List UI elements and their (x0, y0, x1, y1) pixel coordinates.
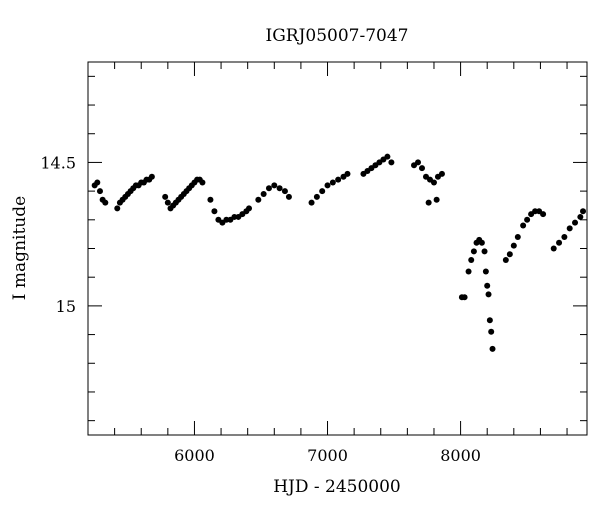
data-point (207, 196, 214, 203)
x-tick-label: 6000 (174, 446, 215, 465)
data-point (281, 188, 288, 195)
plot-frame (87, 61, 588, 436)
data-point (246, 205, 253, 212)
data-point (433, 196, 440, 203)
data-point (514, 234, 521, 241)
data-point (425, 199, 432, 206)
data-point (470, 248, 477, 255)
data-point (580, 208, 587, 215)
data-point (211, 208, 218, 215)
data-point (489, 345, 496, 352)
data-point (438, 170, 445, 177)
data-point (94, 179, 101, 186)
data-point (164, 199, 171, 206)
data-point (285, 193, 292, 200)
data-point (510, 242, 517, 249)
data-point (566, 225, 573, 232)
x-axis-label: HJD - 2450000 (273, 477, 401, 497)
data-point (520, 222, 527, 229)
data-point (561, 234, 568, 241)
data-point (465, 268, 472, 275)
data-points (91, 153, 587, 352)
data-point (319, 188, 326, 195)
data-point (484, 282, 491, 289)
data-point (148, 173, 155, 180)
data-point (335, 176, 342, 183)
data-point (114, 205, 121, 212)
data-point (344, 170, 351, 177)
y-tick-label: 14.5 (40, 153, 76, 172)
axis-ticks (88, 62, 587, 435)
data-point (260, 190, 267, 197)
data-point (162, 193, 169, 200)
y-tick-label: 15 (56, 297, 76, 316)
data-point (572, 219, 579, 226)
data-point (430, 179, 437, 186)
data-point (524, 216, 531, 223)
data-point (485, 291, 492, 298)
data-point (255, 196, 262, 203)
data-point (577, 213, 584, 220)
data-point (540, 211, 547, 218)
data-point (388, 159, 395, 166)
data-point (550, 245, 557, 252)
data-point (102, 199, 109, 206)
y-axis-label: I magnitude (10, 196, 30, 300)
data-point (324, 182, 331, 189)
data-point (308, 199, 315, 206)
data-point (418, 165, 425, 172)
data-point (488, 328, 495, 335)
data-point (502, 256, 509, 263)
data-point (415, 159, 422, 166)
data-point (96, 188, 103, 195)
data-point (276, 185, 283, 192)
data-point (461, 294, 468, 301)
data-point (481, 248, 488, 255)
data-point (478, 239, 485, 246)
data-point (482, 268, 489, 275)
data-point (313, 193, 320, 200)
x-tick-label: 8000 (440, 446, 481, 465)
data-point (265, 185, 272, 192)
chart-title: IGRJ05007-7047 (266, 26, 409, 46)
data-point (271, 182, 278, 189)
data-point (468, 256, 475, 263)
data-point (486, 317, 493, 324)
data-point (199, 179, 206, 186)
tick-labels: 6000 7000 8000 14.5 15 (40, 153, 481, 465)
data-point (384, 153, 391, 160)
data-point (329, 179, 336, 186)
data-point (556, 239, 563, 246)
x-tick-label: 7000 (307, 446, 348, 465)
data-point (506, 251, 513, 258)
